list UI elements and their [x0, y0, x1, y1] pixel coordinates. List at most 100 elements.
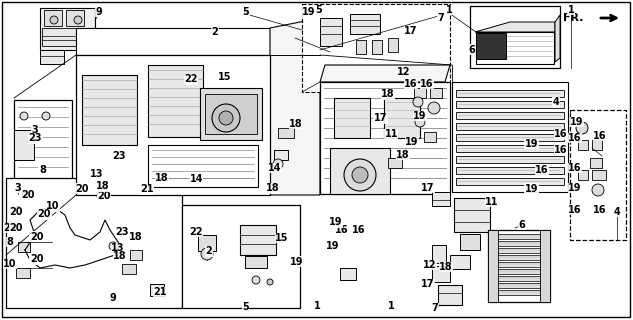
Bar: [492, 283, 546, 288]
Bar: [456, 167, 564, 174]
Text: 20: 20: [30, 232, 44, 242]
Bar: [372, 40, 382, 54]
Text: 17: 17: [404, 26, 418, 36]
Text: 10: 10: [46, 201, 60, 212]
Bar: [492, 234, 546, 239]
Text: 18: 18: [113, 251, 127, 261]
Bar: [384, 98, 420, 138]
Circle shape: [42, 112, 50, 120]
Bar: [454, 198, 490, 232]
Text: 10: 10: [3, 259, 16, 269]
Bar: [492, 276, 546, 281]
Bar: [14, 100, 72, 180]
Text: FR.: FR.: [563, 13, 584, 23]
Circle shape: [15, 207, 21, 213]
Text: 4: 4: [613, 207, 620, 217]
Bar: [122, 264, 136, 274]
Text: 3: 3: [32, 124, 38, 135]
Circle shape: [212, 104, 240, 132]
Text: 16: 16: [404, 79, 418, 89]
Text: 18: 18: [289, 119, 303, 129]
Polygon shape: [555, 15, 560, 62]
Bar: [245, 256, 267, 268]
Text: 2: 2: [206, 246, 212, 256]
Text: 17: 17: [421, 183, 435, 193]
Text: 16: 16: [535, 164, 549, 175]
Text: 19: 19: [570, 117, 584, 127]
Text: 22: 22: [184, 74, 198, 84]
Bar: [492, 269, 546, 274]
Bar: [14, 255, 36, 273]
Bar: [182, 205, 300, 308]
Text: 19: 19: [413, 111, 427, 121]
Text: 16: 16: [593, 131, 607, 141]
Bar: [592, 170, 606, 180]
Circle shape: [592, 184, 604, 196]
Text: 19: 19: [329, 217, 342, 228]
Bar: [302, 4, 450, 92]
Bar: [130, 250, 142, 260]
Text: 17: 17: [373, 113, 387, 124]
Bar: [198, 235, 216, 251]
Text: 5: 5: [242, 7, 249, 17]
Polygon shape: [320, 65, 450, 82]
Bar: [14, 130, 34, 160]
Text: 16: 16: [420, 79, 434, 89]
Bar: [18, 242, 30, 252]
Text: 15: 15: [218, 72, 232, 82]
Circle shape: [273, 159, 283, 169]
Text: 6: 6: [518, 220, 525, 230]
Text: 3: 3: [15, 183, 22, 193]
Text: 16: 16: [568, 163, 582, 173]
Bar: [456, 123, 564, 130]
Bar: [438, 285, 462, 305]
Bar: [492, 248, 546, 253]
Text: 19: 19: [302, 7, 316, 17]
Circle shape: [15, 225, 21, 231]
Circle shape: [267, 279, 273, 285]
Circle shape: [352, 167, 368, 183]
Bar: [388, 38, 398, 52]
Text: 17: 17: [421, 279, 435, 289]
Text: 18: 18: [439, 262, 453, 272]
Bar: [148, 65, 203, 137]
Bar: [148, 145, 258, 187]
Polygon shape: [76, 55, 270, 195]
Circle shape: [413, 97, 423, 107]
Bar: [16, 268, 30, 278]
Bar: [456, 112, 564, 119]
Bar: [108, 240, 122, 252]
Bar: [432, 266, 450, 282]
Circle shape: [415, 117, 425, 127]
Circle shape: [201, 248, 213, 260]
Text: 5: 5: [316, 5, 322, 15]
Text: 20: 20: [30, 254, 44, 264]
Text: 11: 11: [486, 197, 499, 207]
Text: 9: 9: [110, 292, 116, 303]
Text: 7: 7: [432, 303, 439, 313]
Text: 21: 21: [140, 184, 154, 195]
Bar: [132, 252, 144, 260]
Bar: [40, 50, 64, 64]
Text: 6: 6: [468, 44, 475, 55]
Text: 1: 1: [568, 5, 574, 15]
Circle shape: [344, 159, 376, 191]
Text: 19: 19: [525, 184, 539, 194]
Text: 16: 16: [554, 129, 568, 140]
Bar: [66, 10, 84, 26]
Text: 18: 18: [129, 232, 143, 242]
Text: 19: 19: [405, 137, 419, 147]
Polygon shape: [475, 22, 555, 32]
Text: 9: 9: [96, 7, 103, 17]
Bar: [424, 132, 436, 142]
Bar: [356, 40, 366, 54]
Bar: [6, 178, 182, 308]
Bar: [278, 128, 294, 138]
Bar: [456, 145, 564, 152]
Bar: [274, 150, 288, 160]
Bar: [476, 33, 506, 59]
Bar: [205, 94, 257, 134]
Circle shape: [20, 112, 28, 120]
Bar: [456, 134, 564, 141]
Bar: [150, 284, 164, 296]
